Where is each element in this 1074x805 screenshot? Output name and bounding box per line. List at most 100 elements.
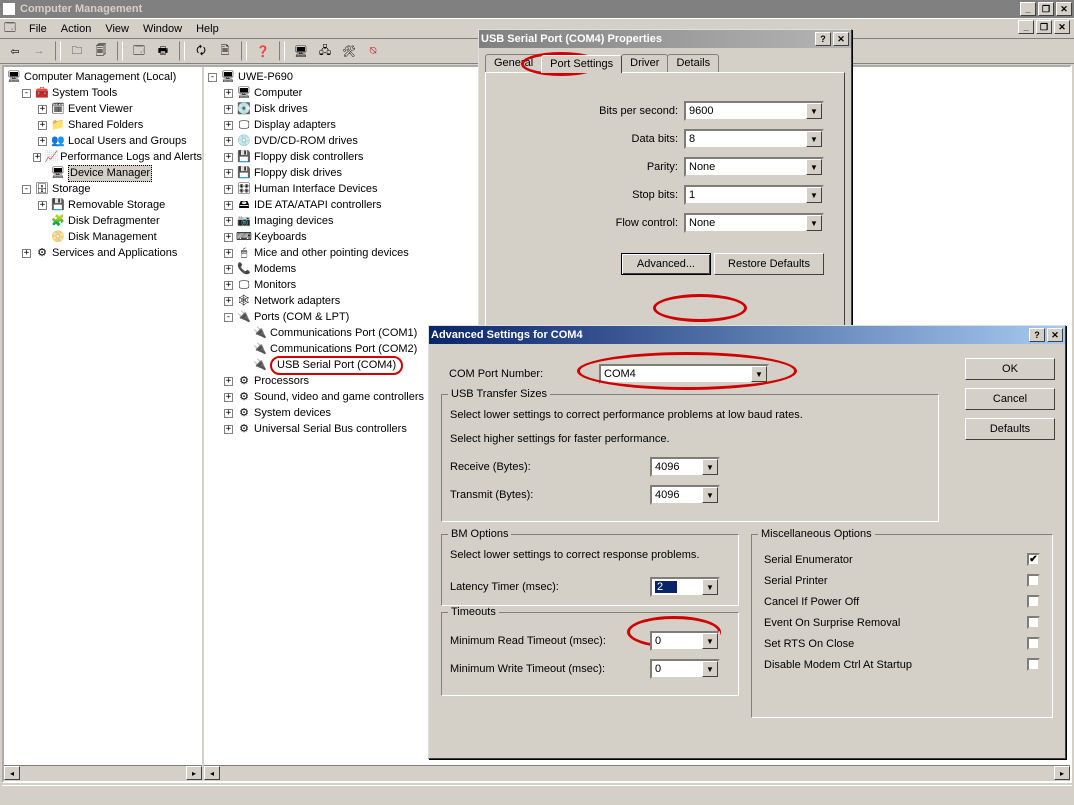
tree-event-viewer[interactable]: Event Viewer <box>68 102 133 117</box>
props-help-button[interactable]: ? <box>815 32 831 46</box>
transmit-combo[interactable]: 4096▼ <box>650 485 720 505</box>
dropdown-icon[interactable]: ▼ <box>702 459 718 475</box>
tree-diskmgmt[interactable]: Disk Management <box>68 230 157 245</box>
expand-icon[interactable]: + <box>224 137 233 146</box>
tool-props[interactable]: 🗐 <box>90 40 112 62</box>
dropdown-icon[interactable]: ▼ <box>702 487 718 503</box>
tree-item[interactable]: Disk drives <box>254 102 308 117</box>
tree-ports[interactable]: Ports (COM & LPT) <box>254 310 349 325</box>
tool-back[interactable]: ⇦ <box>4 40 26 62</box>
expand-icon[interactable]: - <box>208 73 217 82</box>
expand-icon[interactable]: + <box>224 233 233 242</box>
tree-item[interactable]: Sound, video and game controllers <box>254 390 424 405</box>
dropdown-icon[interactable]: ▼ <box>702 633 718 649</box>
right-scroll[interactable]: ◂▸ <box>204 765 1070 781</box>
tab-driver[interactable]: Driver <box>621 54 668 72</box>
receive-combo[interactable]: 4096▼ <box>650 457 720 477</box>
expand-icon[interactable]: - <box>22 185 31 194</box>
menu-view[interactable]: View <box>98 21 136 37</box>
expand-icon[interactable]: + <box>224 249 233 258</box>
ok-button[interactable]: OK <box>965 358 1055 380</box>
misc-option[interactable]: Event On Surprise Removal <box>764 616 1040 629</box>
expand-icon[interactable]: + <box>38 201 47 210</box>
checkbox[interactable] <box>1027 658 1040 671</box>
checkbox[interactable] <box>1027 616 1040 629</box>
tree-item[interactable]: Processors <box>254 374 309 389</box>
tab-general[interactable]: General <box>485 54 542 72</box>
expand-icon[interactable]: + <box>22 249 31 258</box>
checkbox[interactable] <box>1027 595 1040 608</box>
expand-icon[interactable]: + <box>224 281 233 290</box>
left-scroll[interactable]: ◂▸ <box>4 765 202 781</box>
expand-icon[interactable]: - <box>224 313 233 322</box>
restore-defaults-button[interactable]: Restore Defaults <box>714 253 824 275</box>
stopbits-combo[interactable]: 1▼ <box>684 185 824 205</box>
tree-item[interactable]: System devices <box>254 406 331 421</box>
tool-dev4[interactable]: ⍉ <box>362 40 384 62</box>
databits-combo[interactable]: 8▼ <box>684 129 824 149</box>
tree-com2[interactable]: Communications Port (COM2) <box>270 342 417 357</box>
tree-item[interactable]: Network adapters <box>254 294 340 309</box>
props-close-button[interactable]: ✕ <box>833 32 849 46</box>
cancel-button[interactable]: Cancel <box>965 388 1055 410</box>
misc-option[interactable]: Set RTS On Close <box>764 637 1040 650</box>
tree-item[interactable]: Imaging devices <box>254 214 334 229</box>
tree-item[interactable]: IDE ATA/ATAPI controllers <box>254 198 382 213</box>
tree-item[interactable]: Display adapters <box>254 118 336 133</box>
menu-help[interactable]: Help <box>189 21 226 37</box>
tool-fwd[interactable]: → <box>28 40 50 62</box>
expand-icon[interactable]: + <box>224 297 233 306</box>
tool-export[interactable]: 🗎 <box>214 40 236 62</box>
checkbox[interactable] <box>1027 574 1040 587</box>
menu-window[interactable]: Window <box>136 21 189 37</box>
checkbox[interactable] <box>1027 637 1040 650</box>
latency-combo[interactable]: 2 ▼ <box>650 577 720 597</box>
advanced-button[interactable]: Advanced... <box>621 253 711 275</box>
props-titlebar[interactable]: USB Serial Port (COM4) Properties ? ✕ <box>479 30 851 48</box>
tree-com4[interactable]: USB Serial Port (COM4) <box>270 356 403 375</box>
tree-item[interactable]: Keyboards <box>254 230 307 245</box>
expand-icon[interactable]: + <box>224 121 233 130</box>
tool-print[interactable]: 🖶 <box>152 40 174 62</box>
tree-item[interactable]: Modems <box>254 262 296 277</box>
tree-removable[interactable]: Removable Storage <box>68 198 165 213</box>
expand-icon[interactable]: + <box>224 217 233 226</box>
dropdown-icon[interactable]: ▼ <box>806 103 822 119</box>
tool-help[interactable]: ❓ <box>252 40 274 62</box>
tree-com1[interactable]: Communications Port (COM1) <box>270 326 417 341</box>
minwrite-combo[interactable]: 0▼ <box>650 659 720 679</box>
tree-device-manager[interactable]: Device Manager <box>68 165 152 182</box>
comport-combo[interactable]: COM4▼ <box>599 364 769 384</box>
expand-icon[interactable]: + <box>224 393 233 402</box>
misc-option[interactable]: Serial Printer <box>764 574 1040 587</box>
tree-root-right[interactable]: UWE-P690 <box>238 70 293 85</box>
expand-icon[interactable]: + <box>224 169 233 178</box>
checkbox[interactable]: ✔ <box>1027 553 1040 566</box>
tree-local-users[interactable]: Local Users and Groups <box>68 134 187 149</box>
tool-cut[interactable]: 🗔 <box>128 40 150 62</box>
bps-combo[interactable]: 9600▼ <box>684 101 824 121</box>
expand-icon[interactable]: + <box>224 377 233 386</box>
expand-icon[interactable]: + <box>33 153 41 162</box>
expand-icon[interactable]: + <box>224 409 233 418</box>
tree-defrag[interactable]: Disk Defragmenter <box>68 214 160 229</box>
tree-item[interactable]: Floppy disk drives <box>254 166 342 181</box>
tree-storage[interactable]: Storage <box>52 182 91 197</box>
mdi-close[interactable]: ✕ <box>1054 20 1070 34</box>
adv-close-button[interactable]: ✕ <box>1047 328 1063 342</box>
tree-item[interactable]: Computer <box>254 86 302 101</box>
expand-icon[interactable]: - <box>22 89 31 98</box>
flow-combo[interactable]: None▼ <box>684 213 824 233</box>
dropdown-icon[interactable]: ▼ <box>806 187 822 203</box>
tool-refresh[interactable]: 🗘 <box>190 40 212 62</box>
expand-icon[interactable]: + <box>38 105 47 114</box>
adv-titlebar[interactable]: Advanced Settings for COM4 ? ✕ <box>429 326 1065 344</box>
dropdown-icon[interactable]: ▼ <box>806 131 822 147</box>
close-button[interactable]: ✕ <box>1056 2 1072 16</box>
menu-file[interactable]: File <box>22 21 54 37</box>
adv-help-button[interactable]: ? <box>1029 328 1045 342</box>
max-button[interactable]: ❐ <box>1038 2 1054 16</box>
misc-option[interactable]: Cancel If Power Off <box>764 595 1040 608</box>
tree-item[interactable]: Human Interface Devices <box>254 182 378 197</box>
tree-root[interactable]: Computer Management (Local) <box>24 70 176 85</box>
